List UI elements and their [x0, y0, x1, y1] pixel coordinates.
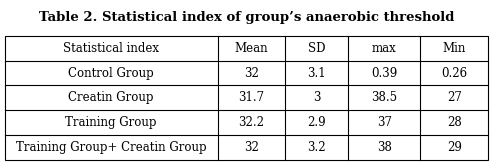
Bar	[5, 36, 488, 160]
Text: 37: 37	[377, 116, 392, 129]
Text: Creatin Group: Creatin Group	[69, 91, 154, 104]
Text: 38: 38	[377, 141, 391, 154]
Text: 3: 3	[313, 91, 320, 104]
Text: Statistical index: Statistical index	[63, 42, 159, 55]
Text: Training Group+ Creatin Group: Training Group+ Creatin Group	[16, 141, 207, 154]
Text: Mean: Mean	[235, 42, 268, 55]
Text: SD: SD	[308, 42, 325, 55]
Text: 28: 28	[447, 116, 461, 129]
Text: 0.26: 0.26	[441, 67, 467, 80]
Text: 2.9: 2.9	[307, 116, 326, 129]
Text: 32: 32	[244, 67, 259, 80]
Text: 0.39: 0.39	[371, 67, 397, 80]
Text: 32.2: 32.2	[238, 116, 264, 129]
Text: Table 2. Statistical index of group’s anaerobic threshold: Table 2. Statistical index of group’s an…	[39, 11, 454, 24]
Text: 3.2: 3.2	[307, 141, 326, 154]
Text: 38.5: 38.5	[371, 91, 397, 104]
Text: Control Group: Control Group	[69, 67, 154, 80]
Text: max: max	[372, 42, 396, 55]
Text: Training Group: Training Group	[66, 116, 157, 129]
Text: 29: 29	[447, 141, 461, 154]
Text: 32: 32	[244, 141, 259, 154]
Text: 3.1: 3.1	[307, 67, 326, 80]
Text: Min: Min	[443, 42, 466, 55]
Text: 27: 27	[447, 91, 461, 104]
Text: 31.7: 31.7	[238, 91, 264, 104]
